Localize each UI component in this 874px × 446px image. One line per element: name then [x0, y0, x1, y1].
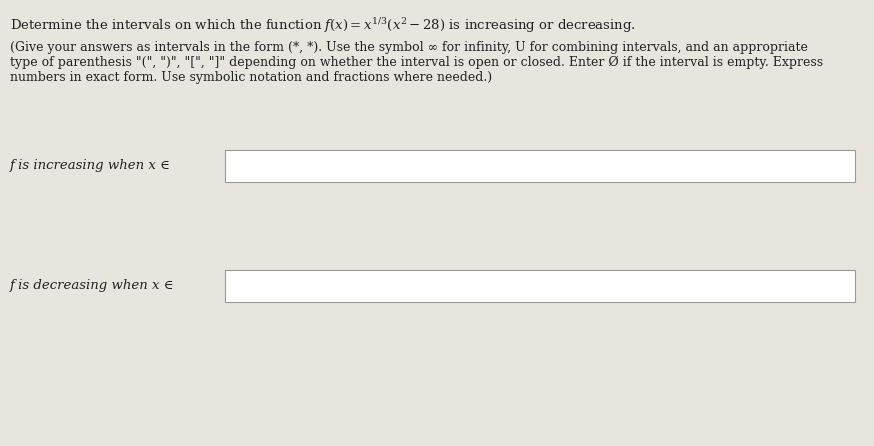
FancyBboxPatch shape: [225, 270, 855, 302]
Text: numbers in exact form. Use symbolic notation and fractions where needed.): numbers in exact form. Use symbolic nota…: [10, 71, 492, 84]
Text: f is increasing when x ∈: f is increasing when x ∈: [10, 160, 171, 173]
Text: type of parenthesis "(", ")", "[", "]" depending on whether the interval is open: type of parenthesis "(", ")", "[", "]" d…: [10, 56, 823, 69]
FancyBboxPatch shape: [225, 150, 855, 182]
Text: f is decreasing when x ∈: f is decreasing when x ∈: [10, 280, 175, 293]
Text: (Give your answers as intervals in the form (*, *). Use the symbol ∞ for infinit: (Give your answers as intervals in the f…: [10, 41, 808, 54]
Text: Determine the intervals on which the function $f(x) = x^{1/3}(x^2 - 28)$ is incr: Determine the intervals on which the fun…: [10, 16, 636, 35]
